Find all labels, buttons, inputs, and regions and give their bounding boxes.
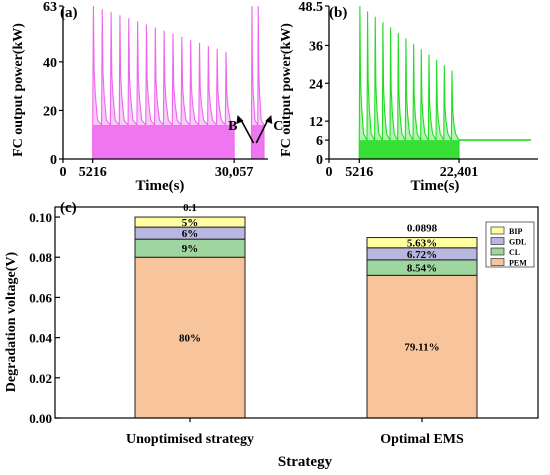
ytick-label: 36 <box>309 39 323 54</box>
data-label-pem: 79.11% <box>404 342 439 354</box>
panel-b-label: (b) <box>329 5 347 21</box>
ytick-label: 0.06 <box>29 290 52 305</box>
data-label-pem: 80% <box>179 333 201 345</box>
legend-swatch-bip <box>491 227 504 234</box>
legend-label-bip: BIP <box>509 227 522 236</box>
xtick-label: 0 <box>60 165 67 180</box>
ytick-label: 63 <box>43 0 57 15</box>
line-segment <box>251 6 264 159</box>
data-label-bip: 5% <box>182 217 199 229</box>
category-label: Optimal EMS <box>380 432 464 447</box>
ytick-label: 0.08 <box>29 250 52 265</box>
data-label-bip: 5.63% <box>407 238 437 250</box>
ytick-label: 0 <box>50 153 57 168</box>
data-label-gdl: 6.72% <box>407 249 437 261</box>
panel-c: (c) Degradation voltage(V) Strategy 0.00… <box>4 200 538 470</box>
total-label: 0.1 <box>183 202 197 214</box>
data-label-gdl: 6% <box>182 228 199 240</box>
ytick-label: 24 <box>309 77 323 92</box>
panel-c-category-labels: Unoptimised strategy Optimal EMS <box>126 418 464 447</box>
xtick-label: 5216 <box>345 165 373 180</box>
category-label: Unoptimised strategy <box>126 432 254 447</box>
ytick-label: 0.00 <box>29 411 52 426</box>
xtick-label: 22,401 <box>440 165 479 180</box>
ytick-label: 48.5 <box>299 0 324 15</box>
legend-swatch-pem <box>491 259 504 266</box>
xtick-label: 0 <box>326 165 333 180</box>
panel-a-yticks: 0 20 40 63 <box>43 0 63 168</box>
ytick-label: 12 <box>309 115 323 130</box>
ytick-label: 6 <box>316 134 323 149</box>
ytick-label: 0 <box>316 153 323 168</box>
total-label: 0.0898 <box>407 223 438 235</box>
legend-label-gdl: GDL <box>509 238 526 247</box>
panel-a-xlabel: Time(s) <box>136 178 185 194</box>
data-label-cl: 9% <box>182 243 199 255</box>
ytick-label: 0.02 <box>29 371 52 386</box>
panel-b-xticks: 0 5216 22,401 <box>326 159 479 180</box>
panel-a-line-series <box>93 6 264 159</box>
panel-c-xlabel: Strategy <box>278 454 333 470</box>
legend-label-cl: CL <box>509 248 520 257</box>
ytick-label: 40 <box>43 56 57 71</box>
panel-b: (b) FC output power(kW) Time(s) 0 6 12 24 36… <box>279 0 538 194</box>
panel-b-yticks: 0 6 12 24 36 48.5 <box>299 0 330 168</box>
line-segment <box>359 6 459 159</box>
legend-swatch-cl <box>491 248 504 255</box>
data-label-cl: 8.54% <box>407 263 437 275</box>
xtick-label: 30,057 <box>215 165 254 180</box>
panel-b-xlabel: Time(s) <box>411 178 460 194</box>
legend-label-pem: PEM <box>509 259 527 268</box>
legend-swatch-gdl <box>491 238 504 245</box>
panel-a: (a) FC output power(kW) Time(s) 0204063 … <box>11 0 283 194</box>
line-segment <box>93 6 234 159</box>
panel-c-bars: 80% 9% 6%5% 0.1 79.11% 8.54% 6.72%5.63% 0.0898 <box>135 202 477 418</box>
annotation-label-b: B <box>228 119 237 134</box>
panel-b-line-series <box>359 6 531 159</box>
ytick-label: 0.04 <box>29 331 52 346</box>
panel-a-xticks: 0 5216 30,057 <box>60 159 254 180</box>
xtick-label: 5216 <box>79 165 107 180</box>
ytick-label: 0.10 <box>29 210 52 225</box>
panel-b-ylabel: FC output power(kW) <box>279 23 294 157</box>
panel-c-label: (c) <box>60 200 77 216</box>
panel-c-ylabel: Degradation voltage(V) <box>4 251 19 392</box>
ytick-label: 20 <box>43 104 57 119</box>
panel-a-ylabel: FC output power(kW) <box>11 23 26 157</box>
